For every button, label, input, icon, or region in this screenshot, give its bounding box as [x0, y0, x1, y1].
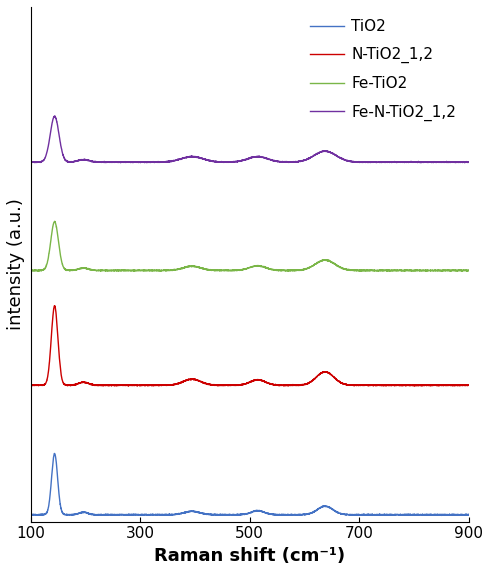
Fe-TiO2 [52, 218, 58, 225]
Fe-TiO2 [215, 267, 221, 273]
TiO2 [212, 511, 218, 518]
Fe-N-TiO2_1,2 [418, 160, 424, 166]
Fe-N-TiO2_1,2 [431, 158, 437, 165]
Fe-TiO2 [466, 267, 471, 274]
Fe-TiO2 [452, 267, 458, 273]
Line: Fe-N-TiO2_1,2: Fe-N-TiO2_1,2 [30, 116, 468, 163]
Fe-TiO2 [27, 267, 33, 274]
TiO2 [236, 511, 242, 518]
Fe-N-TiO2_1,2 [236, 158, 242, 165]
N-TiO2_1,2 [431, 382, 437, 388]
Line: N-TiO2_1,2: N-TiO2_1,2 [30, 305, 468, 386]
Fe-TiO2 [212, 268, 218, 275]
Y-axis label: intensity (a.u.): intensity (a.u.) [7, 198, 25, 330]
TiO2 [452, 511, 458, 518]
Fe-N-TiO2_1,2 [346, 157, 352, 164]
Fe-N-TiO2_1,2 [215, 158, 221, 165]
TiO2 [27, 511, 33, 518]
N-TiO2_1,2 [215, 382, 221, 389]
N-TiO2_1,2 [27, 382, 33, 388]
Fe-N-TiO2_1,2 [212, 158, 218, 165]
N-TiO2_1,2 [212, 382, 218, 388]
Fe-TiO2 [375, 268, 381, 275]
N-TiO2_1,2 [125, 383, 131, 390]
Line: Fe-TiO2: Fe-TiO2 [30, 221, 468, 271]
Legend: TiO2, N-TiO2_1,2, Fe-TiO2, Fe-N-TiO2_1,2: TiO2, N-TiO2_1,2, Fe-TiO2, Fe-N-TiO2_1,2 [306, 14, 461, 125]
TiO2 [439, 512, 444, 519]
TiO2 [51, 450, 57, 457]
N-TiO2_1,2 [346, 382, 352, 388]
TiO2 [466, 511, 471, 518]
N-TiO2_1,2 [466, 382, 471, 388]
X-axis label: Raman shift (cm⁻¹): Raman shift (cm⁻¹) [154, 547, 345, 565]
Fe-N-TiO2_1,2 [52, 113, 58, 120]
TiO2 [346, 511, 352, 518]
Fe-N-TiO2_1,2 [452, 159, 458, 166]
Fe-N-TiO2_1,2 [466, 159, 471, 166]
N-TiO2_1,2 [236, 382, 242, 388]
Line: TiO2: TiO2 [30, 454, 468, 515]
Fe-TiO2 [346, 267, 352, 273]
Fe-TiO2 [236, 267, 242, 273]
N-TiO2_1,2 [51, 302, 57, 309]
N-TiO2_1,2 [452, 382, 458, 389]
Fe-TiO2 [431, 267, 437, 274]
Fe-N-TiO2_1,2 [27, 158, 33, 165]
TiO2 [430, 511, 436, 518]
TiO2 [215, 511, 221, 518]
